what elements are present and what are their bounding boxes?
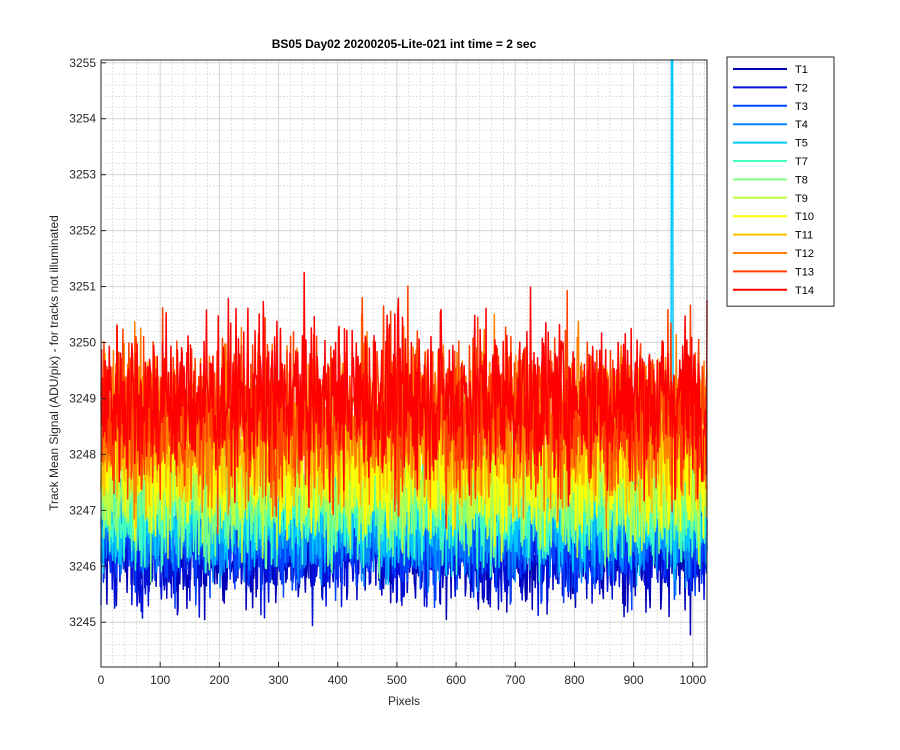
y-tick-label: 3246 — [69, 559, 96, 573]
y-tick-label: 3248 — [69, 447, 96, 461]
series-line-t14 — [100, 271, 708, 508]
x-tick-label: 200 — [209, 673, 229, 687]
legend-label-t10: T10 — [795, 211, 814, 223]
y-tick-label: 3253 — [69, 168, 96, 182]
x-tick-label: 500 — [387, 673, 407, 687]
y-tick-label: 3249 — [69, 391, 96, 405]
x-tick-label: 700 — [505, 673, 525, 687]
x-tick-label: 900 — [624, 673, 644, 687]
legend-label-t13: T13 — [795, 266, 814, 278]
legend-label-t1: T1 — [795, 64, 808, 76]
x-tick-label: 0 — [98, 673, 105, 687]
legend-label-t11: T11 — [795, 230, 813, 242]
legend-label-t12: T12 — [795, 248, 814, 260]
x-tick-label: 1000 — [679, 673, 706, 687]
y-tick-label: 3255 — [69, 56, 96, 70]
legend-label-t9: T9 — [795, 193, 808, 205]
y-tick-label: 3250 — [69, 336, 96, 350]
legend-label-t8: T8 — [795, 174, 808, 186]
legend-label-t5: T5 — [795, 138, 808, 150]
y-tick-label: 3247 — [69, 503, 96, 517]
legend: T1 T2 T3 T4 T5 T7 T8 T9 T10 T11 T12 T13 T14 — [726, 56, 835, 307]
y-axis-label: Track Mean Signal (ADU/pix) - for tracks… — [47, 215, 61, 511]
plot-area-border — [100, 59, 708, 668]
y-tick-label: 3245 — [69, 615, 96, 629]
x-axis-label: Pixels — [388, 694, 420, 708]
chart-title: BS05 Day02 20200205-Lite-021 int time = … — [272, 37, 537, 51]
x-tick-label: 400 — [328, 673, 348, 687]
legend-label-t4: T4 — [795, 119, 808, 131]
legend-label-t14: T14 — [795, 285, 814, 297]
grid-lines — [100, 60, 707, 668]
axis-ticks: 0 100 200 300 400 500 600 700 800 900 1000 3245 3246… — [69, 56, 706, 687]
legend-label-t3: T3 — [795, 101, 808, 113]
series-lines — [100, 59, 708, 636]
legend-label-t7: T7 — [795, 156, 808, 168]
legend-label-t2: T2 — [795, 82, 808, 94]
y-tick-label: 3254 — [69, 112, 96, 126]
legend-box — [726, 56, 835, 307]
y-tick-label: 3252 — [69, 224, 96, 238]
y-tick-label: 3251 — [69, 280, 96, 294]
x-tick-label: 800 — [564, 673, 584, 687]
x-tick-label: 600 — [446, 673, 466, 687]
x-tick-label: 300 — [269, 673, 289, 687]
x-tick-label: 100 — [150, 673, 170, 687]
